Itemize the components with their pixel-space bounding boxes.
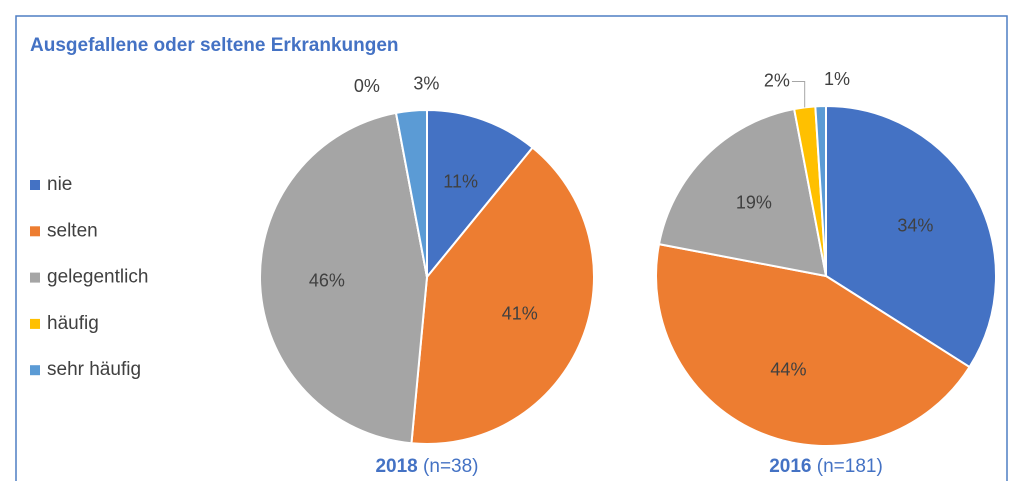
- leader-line: [791, 81, 806, 108]
- caption-year: 2016: [769, 456, 811, 477]
- data-label: 19%: [736, 193, 772, 213]
- data-label: 0%: [354, 76, 380, 96]
- pie-slice: [426, 108, 534, 280]
- legend-label: gelegentlich: [47, 267, 148, 288]
- legend-swatch: [30, 180, 40, 190]
- data-label: 2%: [764, 70, 790, 90]
- legend-label: sehr häufig: [47, 359, 141, 380]
- legend-label: nie: [47, 174, 72, 195]
- pie-slice: [657, 107, 828, 278]
- pie-slice: [259, 111, 429, 445]
- caption-n: (n=38): [423, 456, 478, 477]
- data-label: 3%: [413, 74, 439, 94]
- data-label: 11%: [443, 171, 478, 191]
- pie-caption: 2016 (n=181): [769, 456, 883, 477]
- data-label: 44%: [770, 360, 806, 380]
- legend-swatch: [30, 226, 40, 237]
- data-label: 46%: [309, 270, 345, 290]
- legend-label: häufig: [47, 313, 99, 334]
- data-label: 34%: [897, 216, 933, 236]
- pie-slice: [654, 242, 971, 448]
- pie-slice: [394, 108, 428, 278]
- legend-swatch: [30, 272, 40, 283]
- caption-n: (n=181): [817, 456, 883, 477]
- legend-swatch: [30, 365, 40, 376]
- caption-year: 2018: [375, 456, 417, 477]
- frame: [15, 15, 1008, 481]
- pie-slice: [410, 146, 595, 445]
- legend-label: selten: [47, 220, 98, 241]
- pie-slice: [814, 104, 827, 277]
- chart-title: Ausgefallene oder seltene Erkrankungen: [30, 35, 399, 56]
- data-label: 41%: [502, 304, 538, 324]
- legend-swatch: [30, 318, 40, 329]
- data-label: 1%: [824, 69, 850, 89]
- pie-caption: 2018 (n=38): [375, 456, 478, 477]
